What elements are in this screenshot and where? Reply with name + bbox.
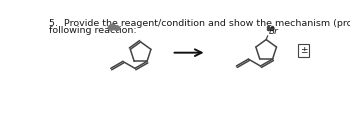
Text: 5.  Provide the reagent/condition and show the mechanism (proper arrow pushing) : 5. Provide the reagent/condition and sho… — [49, 19, 350, 28]
Text: ±: ± — [300, 46, 307, 55]
Ellipse shape — [113, 26, 120, 30]
Ellipse shape — [108, 24, 116, 30]
Text: following reaction:: following reaction: — [49, 26, 137, 35]
Text: Br: Br — [268, 27, 278, 36]
